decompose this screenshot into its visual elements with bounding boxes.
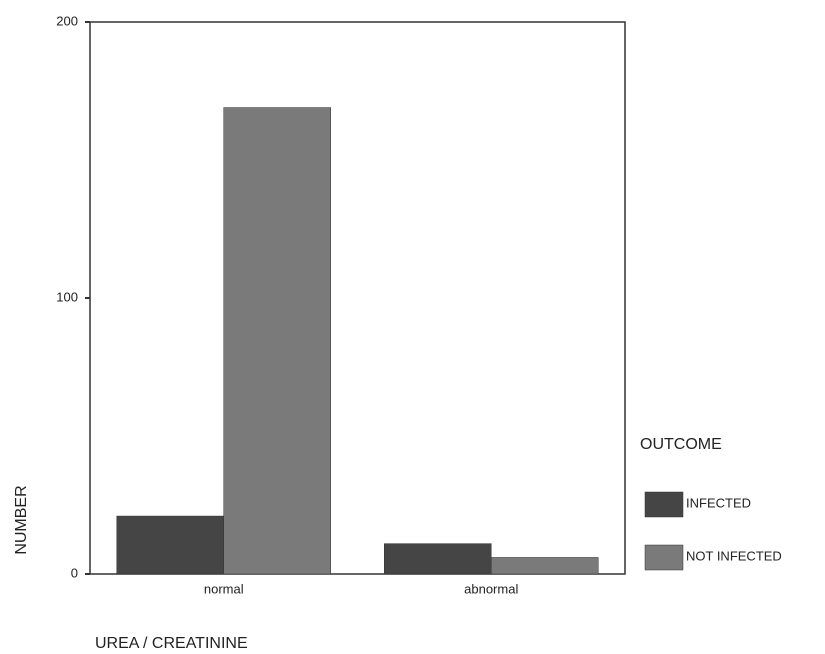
bar [116, 515, 224, 575]
legend-swatch [644, 544, 684, 571]
x-axis-label: UREA / CREATININE [95, 635, 248, 652]
legend-label: INFECTED [686, 495, 751, 510]
legend-label: NOT INFECTED [686, 548, 782, 563]
y-tick-label: 200 [56, 13, 78, 28]
y-tick-label: 0 [71, 565, 78, 580]
plot-frame [89, 21, 626, 575]
bar [223, 107, 331, 575]
x-tick-label: abnormal [464, 581, 518, 596]
y-tick-label: 100 [56, 289, 78, 304]
bar [491, 557, 599, 575]
x-tick-label: normal [204, 581, 244, 596]
legend-swatch [644, 491, 684, 518]
bar [384, 543, 492, 575]
y-axis-label: NUMBER [13, 485, 30, 554]
legend-title: OUTCOME [640, 436, 722, 453]
